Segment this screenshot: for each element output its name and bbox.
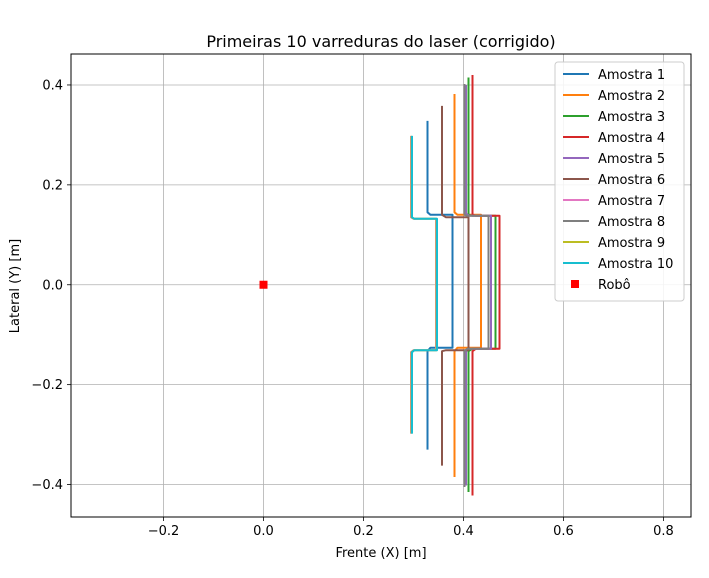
legend-label: Amostra 8	[598, 215, 665, 230]
x-tick-label: 0.8	[653, 524, 674, 539]
y-axis-label: Lateral (Y) [m]	[8, 239, 23, 333]
chart-title: Primeiras 10 varreduras do laser (corrig…	[206, 32, 555, 51]
y-tick-label: −0.4	[31, 478, 63, 493]
legend-label: Amostra 5	[598, 152, 665, 167]
legend-label: Amostra 9	[598, 236, 665, 251]
legend-label: Amostra 3	[598, 110, 665, 125]
legend-label: Amostra 4	[598, 131, 665, 146]
x-tick-label: 0.0	[253, 524, 274, 539]
legend-swatch	[571, 280, 579, 288]
y-tick-label: 0.2	[42, 178, 63, 193]
robot-marker	[259, 280, 268, 289]
legend-label: Amostra 2	[598, 89, 665, 104]
series-line-amostra-10	[411, 135, 438, 434]
series-lines	[410, 75, 501, 496]
x-tick-label: 0.2	[353, 524, 374, 539]
legend: Amostra 1 Amostra 2 Amostra 3 Amostra 4 Amos…	[554, 61, 685, 302]
y-tick-label: 0.0	[42, 278, 63, 293]
y-tick-label: −0.2	[31, 378, 63, 393]
legend-label: Robô	[598, 278, 631, 293]
series-line-amostra-8	[463, 84, 490, 487]
x-axis-label: Frente (X) [m]	[335, 546, 426, 561]
y-tick-label: 0.4	[42, 78, 63, 93]
markers	[259, 280, 268, 289]
legend-label: Amostra 7	[598, 194, 665, 209]
x-tick-label: −0.2	[148, 524, 180, 539]
axis-ticks: −0.2 0.0 0.2 0.4 0.6 0.8 −0.4 −0.2 0.0 0.2 0.4	[31, 78, 673, 539]
legend-label: Amostra 10	[598, 257, 673, 272]
x-tick-label: 0.4	[453, 524, 474, 539]
legend-label: Amostra 1	[598, 68, 665, 83]
plot-frame	[70, 53, 692, 518]
series-line-amostra-6	[441, 105, 470, 466]
x-tick-label: 0.6	[553, 524, 574, 539]
legend-label: Amostra 6	[598, 173, 665, 188]
